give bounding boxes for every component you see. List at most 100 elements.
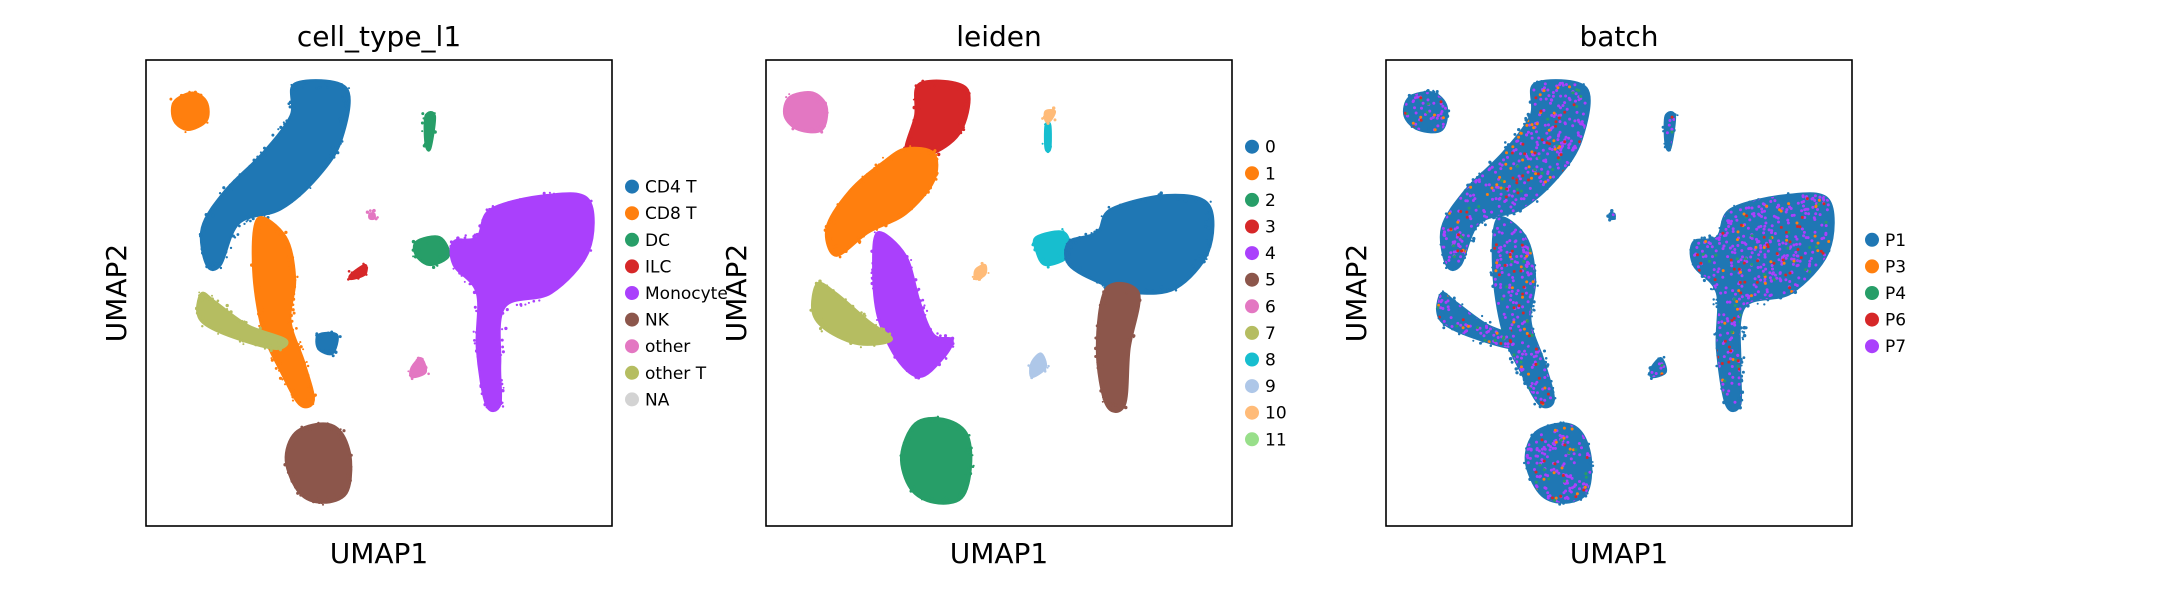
y-axis-label: UMAP2 xyxy=(1340,244,1373,343)
y-axis-label: UMAP2 xyxy=(100,244,133,343)
legend-item-other-t: other T xyxy=(625,364,707,384)
legend-item-10: 10 xyxy=(1245,404,1287,424)
legend-item-nk: NK xyxy=(625,311,670,331)
legend-item-dc: DC xyxy=(625,231,670,251)
axes-frame xyxy=(145,59,613,527)
legend-item-7: 7 xyxy=(1245,324,1276,344)
x-axis-label: UMAP1 xyxy=(1570,537,1669,570)
legend-label: 11 xyxy=(1265,430,1287,450)
x-axis-label: UMAP1 xyxy=(330,537,429,570)
legend-item-p3: P3 xyxy=(1865,257,1906,277)
legend-item-3: 3 xyxy=(1245,218,1276,238)
legend-marker xyxy=(1865,259,1879,274)
legend-marker xyxy=(1245,325,1259,340)
cluster-cd8-t xyxy=(250,216,317,409)
legend-marker xyxy=(625,339,639,354)
legend-marker xyxy=(625,392,639,407)
cluster-10 xyxy=(971,261,990,281)
legend-item-monocyte: Monocyte xyxy=(625,284,728,304)
cluster-p1 xyxy=(1689,192,1835,413)
umap-panel-cell-type-l1: cell_type_l1 UMAP1 UMAP2 CD4 T CD8 T DC ILC Mon… xyxy=(100,20,728,570)
x-axis-label: UMAP1 xyxy=(950,537,1049,570)
umap-panel-batch: batch UMAP1 UMAP2 P1 P3 P4 P6 P7 xyxy=(1340,20,1906,570)
legend-item-2: 2 xyxy=(1245,191,1276,211)
legend-item-4: 4 xyxy=(1245,244,1276,264)
cluster-cd4-t xyxy=(315,330,342,358)
panel-title: leiden xyxy=(956,20,1042,53)
cluster-monocyte xyxy=(449,191,595,413)
legend-marker xyxy=(1245,352,1259,367)
cluster-p1 xyxy=(1661,111,1679,152)
legend-marker xyxy=(625,259,639,274)
legend-label: 2 xyxy=(1265,191,1276,211)
legend-label: Monocyte xyxy=(645,284,728,304)
legend-item-p1: P1 xyxy=(1865,231,1906,251)
cluster-p1 xyxy=(1489,216,1557,409)
cluster-1 xyxy=(823,145,939,259)
legend-label: 0 xyxy=(1265,138,1276,158)
panel-title: cell_type_l1 xyxy=(297,20,461,53)
cluster-9 xyxy=(1027,352,1050,380)
legend-marker xyxy=(1865,286,1879,300)
legend-item-11: 11 xyxy=(1245,430,1287,450)
legend-label: P1 xyxy=(1885,231,1906,251)
cluster-other xyxy=(407,356,430,381)
cluster-nk xyxy=(283,421,353,506)
legend-marker xyxy=(1865,232,1879,247)
legend-label: 1 xyxy=(1265,164,1276,184)
legend: CD4 T CD8 T DC ILC Monocyte NK other other T NA xyxy=(625,178,728,410)
legend: P1 P3 P4 P6 P7 xyxy=(1865,231,1906,357)
legend-label: 6 xyxy=(1265,297,1276,317)
legend: 0 1 2 3 4 5 6 7 8 9 10 11 xyxy=(1245,138,1287,450)
legend-label: other T xyxy=(645,364,707,384)
legend-item-cd4-t: CD4 T xyxy=(625,178,697,198)
cluster-other xyxy=(365,208,379,221)
umap-panel-leiden: leiden UMAP1 UMAP2 0 1 2 3 4 5 6 7 8 9 10 11 xyxy=(720,20,1287,570)
legend-label: 9 xyxy=(1265,377,1276,397)
legend-item-other: other xyxy=(625,337,690,357)
legend-label: DC xyxy=(645,231,670,251)
legend-marker xyxy=(1245,299,1259,314)
legend-marker xyxy=(1865,312,1879,327)
cluster-ilc xyxy=(347,262,369,281)
cluster-5 xyxy=(1094,281,1142,413)
legend-label: 7 xyxy=(1265,324,1276,344)
legend-marker xyxy=(1245,192,1259,207)
legend-item-8: 8 xyxy=(1245,351,1276,371)
legend-marker xyxy=(625,206,639,221)
legend-item-1: 1 xyxy=(1245,164,1276,184)
legend-marker xyxy=(1245,166,1259,181)
legend-label: P7 xyxy=(1885,337,1906,357)
legend-item-p6: P6 xyxy=(1865,311,1906,331)
legend-marker xyxy=(1865,339,1879,354)
axes-frame xyxy=(1385,59,1853,527)
scatter-points xyxy=(782,79,1215,505)
panel-title: batch xyxy=(1579,20,1658,53)
legend-item-na: NA xyxy=(625,390,670,410)
cluster-p1 xyxy=(1606,208,1616,222)
cluster-8 xyxy=(1041,121,1052,154)
cluster-3 xyxy=(903,79,971,159)
legend-label: P3 xyxy=(1885,257,1906,277)
cluster-10 xyxy=(1041,106,1057,125)
legend-label: CD8 T xyxy=(645,204,697,224)
cluster-0 xyxy=(1064,191,1215,297)
legend-label: 5 xyxy=(1265,271,1276,291)
cluster-dc xyxy=(411,235,451,270)
legend-label: ILC xyxy=(645,257,671,277)
legend-label: 4 xyxy=(1265,244,1276,264)
scatter-points xyxy=(169,79,595,506)
legend-label: P4 xyxy=(1885,284,1906,304)
legend-label: NK xyxy=(645,311,670,331)
scatter-points xyxy=(1402,79,1835,506)
legend-marker xyxy=(625,179,639,194)
legend-marker xyxy=(1245,246,1259,261)
cluster-p1 xyxy=(1523,421,1595,506)
legend-item-0: 0 xyxy=(1245,138,1276,158)
legend-label: 3 xyxy=(1265,218,1276,238)
legend-label: P6 xyxy=(1885,311,1906,331)
cluster-cd4-t xyxy=(198,79,351,272)
legend-marker xyxy=(1245,379,1259,394)
cluster-4 xyxy=(870,231,955,380)
